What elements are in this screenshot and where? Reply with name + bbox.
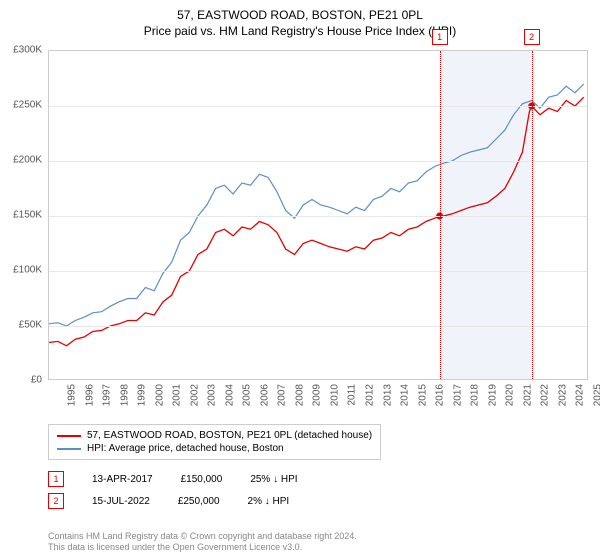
- legend-item-hpi: HPI: Average price, detached house, Bost…: [57, 442, 372, 455]
- x-tick-label: 2025: [592, 384, 600, 406]
- legend-box: 57, EASTWOOD ROAD, BOSTON, PE21 0PL (det…: [48, 424, 381, 460]
- chart-title-main: 57, EASTWOOD ROAD, BOSTON, PE21 0PL: [0, 0, 600, 22]
- gridline: [49, 326, 587, 327]
- plot-region: 12: [48, 50, 588, 380]
- series-line-price_paid: [49, 97, 584, 346]
- transaction-date: 15-JUL-2022: [92, 496, 150, 507]
- x-tick-label: 2018: [469, 384, 480, 406]
- x-tick-label: 2021: [522, 384, 533, 406]
- y-tick-label: £150K: [13, 210, 42, 221]
- marker-line: [532, 51, 533, 379]
- transaction-delta: 25% ↓ HPI: [250, 474, 297, 485]
- y-tick-label: £0: [31, 375, 42, 386]
- x-tick-label: 2014: [399, 384, 410, 406]
- x-tick-label: 2022: [540, 384, 551, 406]
- footer-attribution: Contains HM Land Registry data © Crown c…: [48, 531, 357, 554]
- y-tick-label: £100K: [13, 265, 42, 276]
- x-tick-label: 1995: [66, 384, 77, 406]
- x-tick-label: 2003: [207, 384, 218, 406]
- x-tick-label: 1997: [101, 384, 112, 406]
- legend-label-price-paid: 57, EASTWOOD ROAD, BOSTON, PE21 0PL (det…: [87, 430, 372, 441]
- x-tick-label: 2012: [364, 384, 375, 406]
- x-tick-label: 2008: [294, 384, 305, 406]
- y-tick-label: £300K: [13, 45, 42, 56]
- x-tick-label: 2006: [259, 384, 270, 406]
- legend-item-price-paid: 57, EASTWOOD ROAD, BOSTON, PE21 0PL (det…: [57, 429, 372, 442]
- x-tick-label: 2019: [487, 384, 498, 406]
- x-tick-label: 1998: [119, 384, 130, 406]
- x-tick-label: 2010: [329, 384, 340, 406]
- marker-box: 2: [524, 29, 540, 45]
- legend-swatch-hpi: [57, 448, 81, 450]
- x-tick-label: 2013: [382, 384, 393, 406]
- x-tick-label: 2020: [505, 384, 516, 406]
- x-tick-label: 2007: [277, 384, 288, 406]
- transaction-price: £250,000: [178, 496, 220, 507]
- x-tick-label: 2002: [189, 384, 200, 406]
- y-tick-label: £50K: [19, 320, 42, 331]
- x-tick-label: 2023: [557, 384, 568, 406]
- chart-title-sub: Price paid vs. HM Land Registry's House …: [0, 22, 600, 38]
- transaction-marker-1: 1: [48, 471, 64, 487]
- gridline: [49, 216, 587, 217]
- footer-line2: This data is licensed under the Open Gov…: [48, 542, 357, 554]
- x-tick-label: 2009: [312, 384, 323, 406]
- gridline: [49, 106, 587, 107]
- footer-line1: Contains HM Land Registry data © Crown c…: [48, 531, 357, 543]
- transaction-delta: 2% ↓ HPI: [248, 496, 290, 507]
- x-tick-label: 2000: [154, 384, 165, 406]
- chart-container: 57, EASTWOOD ROAD, BOSTON, PE21 0PL Pric…: [0, 0, 600, 560]
- x-tick-label: 2024: [575, 384, 586, 406]
- transaction-marker-2: 2: [48, 493, 64, 509]
- gridline: [49, 161, 587, 162]
- y-tick-label: £250K: [13, 100, 42, 111]
- legend-swatch-price-paid: [57, 435, 81, 437]
- transaction-date: 13-APR-2017: [92, 474, 153, 485]
- transaction-row: 2 15-JUL-2022 £250,000 2% ↓ HPI: [48, 490, 298, 512]
- x-tick-label: 2015: [417, 384, 428, 406]
- marker-line: [440, 51, 441, 379]
- transaction-row: 1 13-APR-2017 £150,000 25% ↓ HPI: [48, 468, 298, 490]
- x-tick-label: 2011: [346, 384, 357, 406]
- chart-area: 12 £0£50K£100K£150K£200K£250K£300K199519…: [48, 50, 588, 380]
- legend-label-hpi: HPI: Average price, detached house, Bost…: [87, 443, 284, 454]
- y-tick-label: £200K: [13, 155, 42, 166]
- x-tick-label: 2004: [224, 384, 235, 406]
- x-tick-label: 2016: [434, 384, 445, 406]
- marker-box: 1: [432, 29, 448, 45]
- series-line-hpi: [49, 84, 584, 326]
- transaction-table: 1 13-APR-2017 £150,000 25% ↓ HPI 2 15-JU…: [48, 468, 298, 512]
- x-tick-label: 2001: [171, 384, 182, 406]
- gridline: [49, 271, 587, 272]
- x-tick-label: 1999: [136, 384, 147, 406]
- x-tick-label: 2005: [242, 384, 253, 406]
- x-tick-label: 1996: [84, 384, 95, 406]
- transaction-price: £150,000: [181, 474, 223, 485]
- x-tick-label: 2017: [452, 384, 463, 406]
